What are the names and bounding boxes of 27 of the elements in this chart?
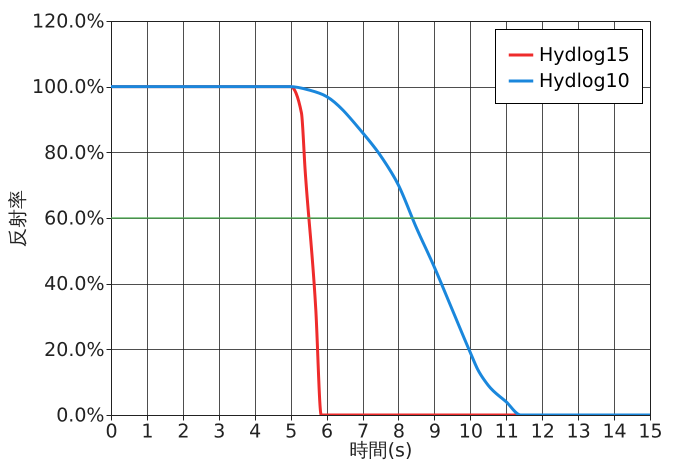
y-tick-label: 100.0% <box>32 76 104 98</box>
y-tick-label: 0.0% <box>56 404 104 426</box>
y-axis-title: 反射率 <box>7 190 30 247</box>
y-tick-label: 80.0% <box>44 142 104 164</box>
x-tick-label: 3 <box>213 420 226 442</box>
legend-label: Hydlog15 <box>539 44 630 66</box>
y-tick-label: 20.0% <box>44 338 104 361</box>
x-tick-label: 14 <box>602 420 627 442</box>
x-tick-label: 11 <box>494 420 519 442</box>
x-tick-label: 1 <box>141 420 154 442</box>
x-tick-label: 10 <box>458 420 483 442</box>
legend-label: Hydlog10 <box>539 70 630 92</box>
x-tick-label: 5 <box>285 420 298 442</box>
x-tick-label: 6 <box>321 420 334 442</box>
y-tick-label: 60.0% <box>44 208 104 230</box>
x-tick-label: 4 <box>249 420 262 442</box>
x-tick-label: 7 <box>356 420 370 442</box>
x-axis-title: 時間(s) <box>350 440 412 462</box>
x-tick-label: 2 <box>177 420 190 442</box>
y-tick-label: 40.0% <box>44 273 104 296</box>
x-tick-label: 15 <box>638 420 663 442</box>
x-tick-label: 8 <box>392 420 406 442</box>
x-tick-label: 13 <box>566 420 591 442</box>
x-tick-label: 0 <box>105 420 118 442</box>
x-tick-label: 9 <box>428 420 441 442</box>
y-tick-label: 120.0% <box>32 10 104 32</box>
x-tick-label: 12 <box>530 420 555 442</box>
